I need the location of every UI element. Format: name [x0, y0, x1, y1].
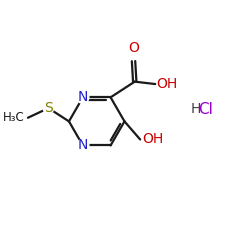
Text: N: N — [78, 90, 88, 104]
Text: H: H — [191, 102, 201, 116]
Text: N: N — [78, 138, 88, 152]
Text: O: O — [128, 41, 139, 55]
Circle shape — [43, 103, 54, 114]
Text: H₃C: H₃C — [2, 111, 24, 124]
Text: OH: OH — [142, 132, 163, 146]
Text: Cl: Cl — [198, 102, 213, 117]
Text: OH: OH — [156, 77, 178, 91]
Text: S: S — [44, 101, 53, 115]
Circle shape — [77, 140, 89, 151]
Circle shape — [77, 91, 89, 103]
